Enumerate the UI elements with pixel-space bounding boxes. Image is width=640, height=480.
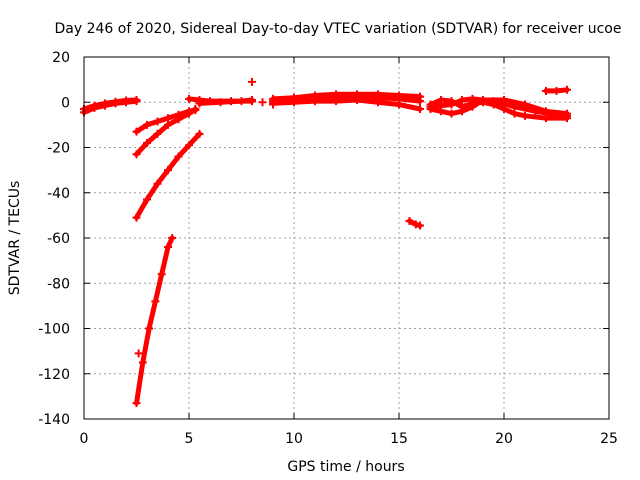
y-tick-label: -60 xyxy=(47,231,70,247)
data-point xyxy=(552,86,561,95)
data-point xyxy=(195,129,204,138)
data-point xyxy=(374,98,382,107)
data-point xyxy=(416,221,424,230)
data-point xyxy=(174,152,183,161)
data-point xyxy=(164,166,172,175)
data-track xyxy=(134,235,175,406)
x-tick-label: 15 xyxy=(390,431,408,447)
data-point xyxy=(311,97,319,106)
chart-title: Day 246 of 2020, Sidereal Day-to-day VTE… xyxy=(55,21,622,37)
data-point xyxy=(332,97,340,106)
data-point xyxy=(426,102,435,111)
data-point xyxy=(132,213,141,222)
data-point xyxy=(153,117,162,126)
data-point xyxy=(153,179,162,188)
data-point xyxy=(195,99,204,108)
data-point xyxy=(563,85,571,94)
data-point xyxy=(90,101,99,110)
data-point xyxy=(185,141,193,150)
data-point xyxy=(411,220,420,229)
data-point xyxy=(145,324,154,333)
data-point xyxy=(185,94,193,103)
data-point xyxy=(458,107,466,116)
data-point xyxy=(237,97,246,106)
plot-frame xyxy=(83,56,610,420)
data-point xyxy=(164,114,172,123)
data-point xyxy=(447,109,456,118)
y-tick-label: -80 xyxy=(47,276,70,292)
data-point xyxy=(468,102,477,111)
data-track xyxy=(197,97,255,106)
data-point xyxy=(132,127,141,136)
data-point xyxy=(248,77,256,86)
data-point xyxy=(531,107,540,116)
y-axis-label: SDTVAR / TECUs xyxy=(7,181,23,296)
data-point xyxy=(191,105,200,114)
data-point xyxy=(437,95,445,104)
y-tick-label: -40 xyxy=(47,186,70,202)
data-point xyxy=(143,195,151,204)
data-point xyxy=(416,105,424,114)
data-point xyxy=(458,95,466,104)
data-point xyxy=(374,90,382,99)
y-tick-label: -100 xyxy=(38,322,70,338)
x-tick-label: 5 xyxy=(185,431,194,447)
data-point xyxy=(132,150,141,159)
data-point xyxy=(563,111,571,120)
data-point xyxy=(258,98,267,107)
x-tick-label: 10 xyxy=(285,431,303,447)
data-point xyxy=(185,109,193,118)
data-point xyxy=(122,96,130,105)
data-point xyxy=(164,243,172,252)
x-axis-label: GPS time / hours xyxy=(287,459,404,475)
data-point xyxy=(447,100,456,109)
data-point xyxy=(416,92,424,101)
data-point xyxy=(174,115,183,124)
data-point xyxy=(437,107,445,116)
data-point xyxy=(164,120,172,129)
data-point xyxy=(132,399,141,408)
data-point xyxy=(153,129,162,138)
data-point xyxy=(510,109,519,118)
data-point xyxy=(143,138,151,147)
data-point xyxy=(157,270,166,279)
data-point xyxy=(405,217,414,226)
y-tick-label: 20 xyxy=(52,50,70,66)
data-point xyxy=(143,120,151,129)
data-point xyxy=(290,98,298,107)
data-point xyxy=(134,349,143,358)
data-point xyxy=(521,111,529,120)
data-point xyxy=(552,110,561,119)
data-point xyxy=(168,234,177,242)
data-point xyxy=(510,102,519,111)
data-point xyxy=(353,95,361,104)
data-point xyxy=(468,94,477,103)
y-tick-label: -140 xyxy=(38,412,70,428)
data-point xyxy=(489,97,498,106)
y-tick-label: -20 xyxy=(47,141,70,157)
data-point xyxy=(111,97,120,106)
x-tick-label: 0 xyxy=(80,431,89,447)
data-point xyxy=(395,91,403,100)
data-point xyxy=(542,86,550,95)
y-tick-label: -120 xyxy=(38,367,70,383)
x-tick-label: 25 xyxy=(600,431,618,447)
data-marks xyxy=(80,77,571,408)
data-point xyxy=(151,297,160,306)
x-tick-label: 20 xyxy=(495,431,513,447)
data-point xyxy=(138,358,147,367)
data-point xyxy=(216,98,225,107)
data-point xyxy=(248,95,256,104)
data-point xyxy=(395,100,403,109)
data-point xyxy=(101,99,109,108)
grid-lines xyxy=(84,57,609,419)
data-point xyxy=(332,90,340,99)
data-point xyxy=(269,100,277,109)
data-point xyxy=(132,95,141,104)
y-tick-label: 0 xyxy=(61,95,70,111)
